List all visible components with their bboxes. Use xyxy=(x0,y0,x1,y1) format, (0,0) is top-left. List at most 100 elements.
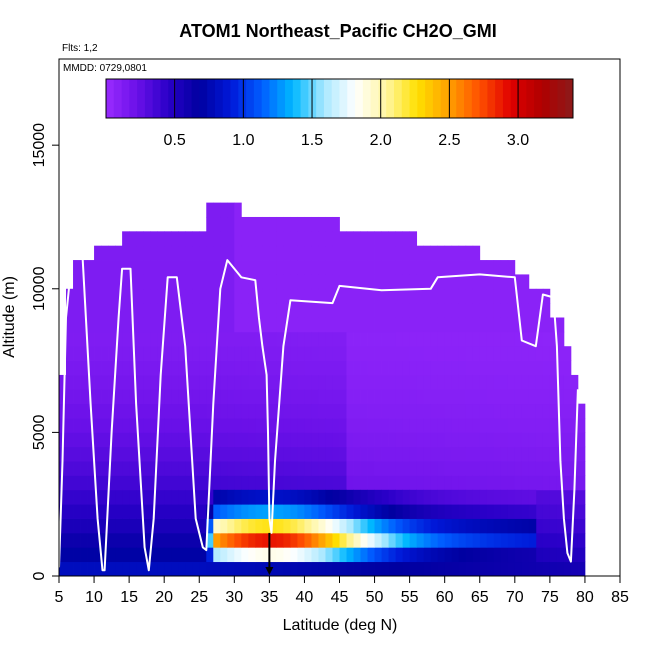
heatmap-cell xyxy=(451,360,460,376)
heatmap-cell xyxy=(297,360,305,376)
surface-layer-cell xyxy=(451,489,460,505)
heatmap-cell xyxy=(388,418,396,433)
surface-layer-cell xyxy=(521,547,530,563)
heatmap-cell xyxy=(535,461,544,476)
heatmap-cell xyxy=(360,288,368,304)
heatmap-cell xyxy=(150,446,158,462)
surface-layer-cell xyxy=(437,518,446,534)
heatmap-cell xyxy=(87,274,95,290)
colorbar-swatch xyxy=(362,79,372,118)
heatmap-cell xyxy=(199,446,207,462)
heatmap-cell xyxy=(444,360,453,376)
heatmap-cell xyxy=(493,461,502,476)
heatmap-cell xyxy=(178,561,186,577)
heatmap-cell xyxy=(416,288,425,304)
heatmap-cell xyxy=(262,446,270,462)
heatmap-cell xyxy=(381,231,389,247)
heatmap-cell xyxy=(311,346,319,361)
heatmap-cell xyxy=(178,331,186,347)
heatmap-cell xyxy=(115,561,123,577)
heatmap-cell xyxy=(304,360,312,376)
heatmap-cell xyxy=(479,561,488,577)
heatmap-cell xyxy=(402,360,411,376)
heatmap-cell xyxy=(108,489,116,505)
heatmap-cell xyxy=(346,461,354,476)
surface-layer-cell xyxy=(332,489,340,505)
heatmap-cell xyxy=(388,360,396,376)
heatmap-cell xyxy=(486,403,495,419)
heatmap-cell xyxy=(353,231,361,247)
heatmap-cell xyxy=(570,547,579,563)
heatmap-cell xyxy=(276,561,284,577)
heatmap-cell xyxy=(535,288,544,304)
surface-layer-cell xyxy=(318,518,326,534)
surface-layer-cell xyxy=(444,532,453,548)
heatmap-cell xyxy=(451,461,460,476)
surface-layer-cell xyxy=(430,518,439,534)
heatmap-cell xyxy=(227,346,235,361)
heatmap-cell xyxy=(206,274,214,290)
heatmap-cell xyxy=(94,432,102,448)
heatmap-cell xyxy=(241,274,249,290)
heatmap-cell xyxy=(178,303,186,318)
heatmap-cell xyxy=(304,389,312,405)
heatmap-cell xyxy=(192,389,200,405)
heatmap-cell xyxy=(290,216,298,232)
heatmap-cell xyxy=(304,260,312,275)
heatmap-cell xyxy=(213,260,221,275)
heatmap-cell xyxy=(66,432,74,448)
heatmap-cell xyxy=(178,418,186,433)
heatmap-cell xyxy=(535,532,544,548)
surface-layer-cell xyxy=(479,532,488,548)
x-tick-label: 50 xyxy=(366,589,384,606)
heatmap-cell xyxy=(255,446,263,462)
heatmap-cell xyxy=(521,360,530,376)
heatmap-cell xyxy=(423,389,432,405)
x-axis: 5 10 15 20 25 30 35 40 45 50 55 60 65 70 75 80 85 xyxy=(55,575,629,606)
heatmap-cell xyxy=(402,374,411,390)
surface-layer-cell xyxy=(507,504,516,519)
surface-layer-cell xyxy=(514,518,523,534)
surface-layer-cell xyxy=(206,489,214,505)
heatmap-cell xyxy=(206,403,214,419)
surface-layer-cell xyxy=(311,547,319,563)
heatmap-cell xyxy=(353,346,361,361)
heatmap-cell xyxy=(381,303,389,318)
heatmap-cell xyxy=(164,504,172,519)
heatmap-cell xyxy=(185,446,193,462)
heatmap-cell xyxy=(143,360,151,376)
heatmap-cell xyxy=(213,432,221,448)
heatmap-cell xyxy=(108,274,116,290)
surface-layer-cell xyxy=(325,489,333,505)
heatmap-cell xyxy=(276,245,284,261)
heatmap-cell xyxy=(507,418,516,433)
heatmap-cell xyxy=(192,303,200,318)
heatmap-cell xyxy=(213,403,221,419)
heatmap-cell xyxy=(360,389,368,405)
heatmap-cell xyxy=(367,303,375,318)
heatmap-cell xyxy=(325,374,333,390)
colorbar-swatch xyxy=(246,79,255,118)
heatmap-cell xyxy=(325,331,333,347)
heatmap-cell xyxy=(346,245,354,261)
heatmap-cell xyxy=(192,317,200,333)
heatmap-cell xyxy=(192,547,200,563)
heatmap-cell xyxy=(542,547,551,563)
heatmap-cell xyxy=(325,418,333,433)
heatmap-cell xyxy=(213,446,221,462)
heatmap-cell xyxy=(108,245,116,261)
heatmap-cell xyxy=(514,446,523,462)
heatmap-cell xyxy=(360,475,368,491)
surface-layer-cell xyxy=(360,504,368,519)
heatmap-cell xyxy=(409,374,418,390)
heatmap-cell xyxy=(563,360,572,376)
surface-layer-cell xyxy=(241,518,249,534)
heatmap-cell xyxy=(178,260,186,275)
heatmap-cell xyxy=(500,374,509,390)
heatmap-cell xyxy=(367,360,375,376)
surface-layer-cell xyxy=(234,532,242,548)
heatmap-cell xyxy=(493,403,502,419)
heatmap-cell xyxy=(325,231,333,247)
heatmap-cell xyxy=(227,461,235,476)
heatmap-cell xyxy=(535,547,544,563)
